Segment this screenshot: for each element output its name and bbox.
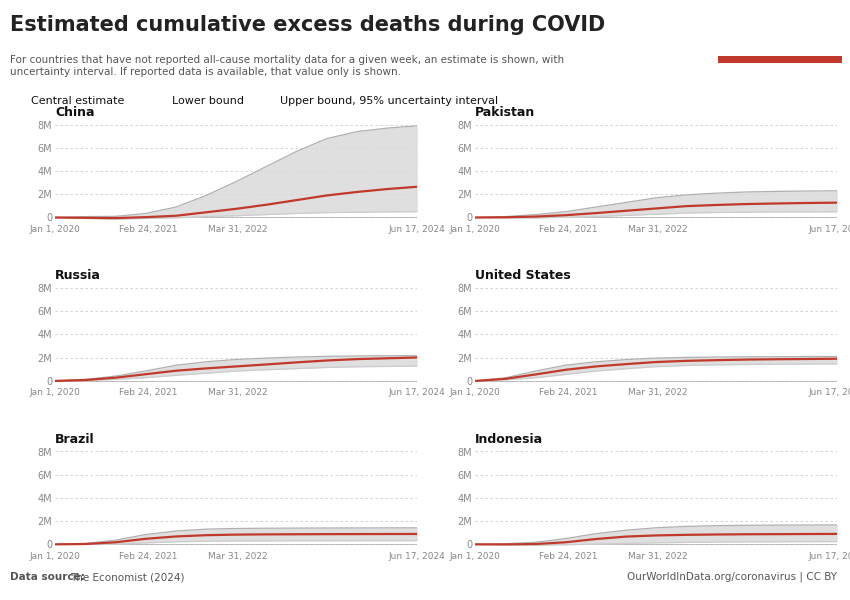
Text: Our World: Our World [750, 20, 809, 31]
Text: Lower bound: Lower bound [172, 96, 244, 106]
Text: United States: United States [475, 269, 571, 282]
Text: Brazil: Brazil [55, 433, 95, 446]
Text: Pakistan: Pakistan [475, 106, 536, 119]
Bar [718, 56, 842, 63]
Text: Central estimate: Central estimate [31, 96, 124, 106]
Text: Russia: Russia [55, 269, 101, 282]
Text: in Data: in Data [758, 37, 801, 47]
Text: Data source:: Data source: [10, 572, 85, 582]
Text: Indonesia: Indonesia [475, 433, 543, 446]
Text: The Economist (2024): The Economist (2024) [70, 572, 184, 582]
Text: Upper bound, 95% uncertainty interval: Upper bound, 95% uncertainty interval [280, 96, 498, 106]
Text: Estimated cumulative excess deaths during COVID: Estimated cumulative excess deaths durin… [10, 15, 605, 35]
Text: China: China [55, 106, 94, 119]
Text: OurWorldInData.org/coronavirus | CC BY: OurWorldInData.org/coronavirus | CC BY [627, 571, 837, 582]
Text: For countries that have not reported all-cause mortality data for a given week, : For countries that have not reported all… [10, 55, 564, 77]
